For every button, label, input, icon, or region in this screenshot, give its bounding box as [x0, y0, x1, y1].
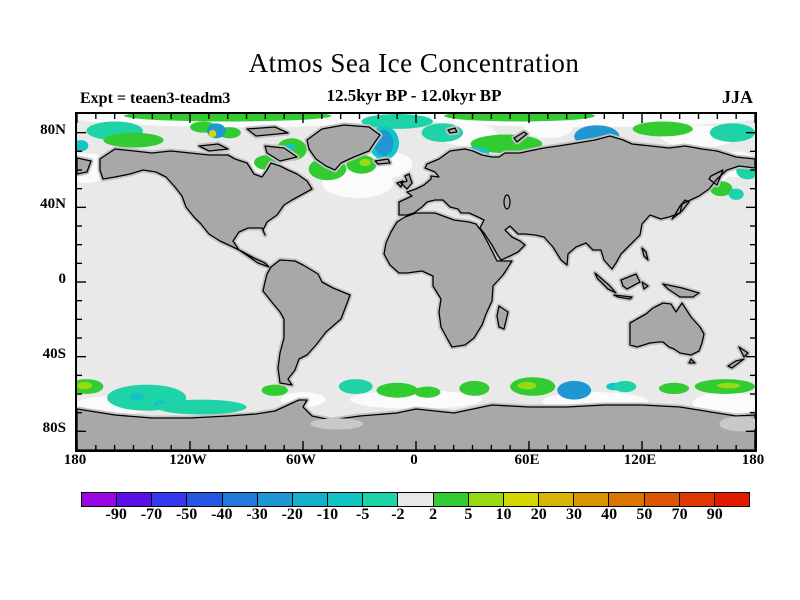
- colorbar-segment: [608, 492, 645, 507]
- anomaly-region: [517, 381, 537, 390]
- colorbar-segment: [151, 492, 188, 507]
- anomaly-region: [728, 188, 744, 200]
- anomaly-region: [557, 380, 592, 400]
- experiment-label: Expt = teaen3-teadm3: [80, 90, 231, 107]
- zero-change-ice-region: [692, 392, 755, 415]
- anomaly-region: [261, 384, 288, 396]
- colorbar-segment: [573, 492, 610, 507]
- anomaly-layer: [77, 114, 755, 415]
- colorbar-segment: [81, 492, 118, 507]
- colorbar-segment: [327, 492, 364, 507]
- colorbar-level-label: -40: [211, 506, 233, 523]
- lon-label: 120E: [623, 452, 657, 468]
- colorbar-segment: [397, 492, 434, 507]
- anomaly-region: [444, 114, 595, 122]
- anomaly-region: [103, 132, 164, 148]
- colorbar-segment: [116, 492, 153, 507]
- colorbar-level-label: -5: [356, 506, 370, 523]
- anomaly-region: [459, 380, 490, 396]
- colorbar-level-label: -20: [281, 506, 303, 523]
- lon-label: 0: [410, 452, 418, 468]
- colorbar-level-label: -70: [140, 506, 163, 523]
- anomaly-region: [77, 140, 89, 152]
- anomaly-region: [376, 382, 418, 398]
- colorbar-level-label: -10: [316, 506, 339, 523]
- lat-label: 40S: [42, 345, 66, 362]
- colorbar-segment: [467, 492, 504, 507]
- colorbar-level-label: 90: [706, 506, 723, 523]
- anomaly-region: [414, 386, 441, 398]
- page-title: Atmos Sea Ice Concentration: [248, 48, 580, 78]
- lat-label: 80N: [40, 121, 66, 138]
- season-label: JJA: [722, 87, 753, 107]
- anomaly-region: [632, 121, 693, 137]
- colorbar-segment: [291, 492, 329, 507]
- colorbar-segment: [432, 492, 469, 507]
- colorbar-level-label: 5: [464, 506, 473, 523]
- anomaly-region: [208, 129, 217, 138]
- colorbar-level-label: -30: [246, 506, 268, 523]
- colorbar-segment: [186, 492, 223, 507]
- axis-ticks: [77, 114, 755, 450]
- colorbar-segment: [678, 492, 715, 507]
- lon-label: 180: [63, 452, 87, 468]
- caspian-sea: [503, 194, 511, 210]
- colorbar: [81, 492, 750, 507]
- anomaly-region: [361, 114, 433, 129]
- lon-label: 120W: [169, 452, 207, 468]
- anomaly-region: [658, 382, 690, 394]
- lat-label: 40N: [40, 196, 66, 213]
- period-subtitle: 12.5kyr BP - 12.0kyr BP: [326, 86, 502, 105]
- anomaly-region: [359, 158, 371, 167]
- colorbar-segment: [256, 492, 293, 507]
- colorbar-level-label: -50: [175, 506, 198, 523]
- anomaly-region: [338, 379, 373, 394]
- colorbar-level-label: 50: [636, 506, 653, 523]
- colorbar-level-label: 20: [530, 506, 547, 523]
- anomaly-region: [129, 393, 145, 401]
- colorbar-level-label: 70: [671, 506, 688, 523]
- colorbar-level-label: -2: [391, 506, 405, 523]
- anomaly-region: [717, 382, 740, 389]
- anomaly-region: [709, 123, 755, 142]
- world-map-frame: [75, 112, 757, 452]
- anomaly-region: [156, 399, 247, 415]
- ice-shelf-region: [719, 416, 755, 432]
- lon-label: 180: [741, 452, 765, 468]
- anomaly-region: [613, 380, 637, 393]
- lon-label: 60W: [286, 452, 316, 468]
- colorbar-segment: [713, 492, 750, 507]
- world-map: [77, 114, 755, 450]
- lat-label: 0: [58, 271, 67, 287]
- colorbar-segment: [538, 492, 575, 507]
- colorbar-segment: [643, 492, 680, 507]
- colorbar-segment: [221, 492, 258, 507]
- colorbar-level-label: 30: [565, 506, 582, 523]
- lon-label: 60E: [514, 452, 540, 468]
- anomaly-region: [77, 381, 93, 390]
- ice-shelf-layer: [310, 416, 755, 432]
- colorbar-level-label: -90: [105, 506, 127, 523]
- ice-shelf-region: [310, 418, 364, 430]
- colorbar-segment: [362, 492, 399, 507]
- colorbar-level-label: 10: [495, 506, 512, 523]
- zero-change-ice-region: [523, 119, 573, 139]
- colorbar-segment: [502, 492, 540, 507]
- colorbar-level-label: 40: [601, 506, 618, 523]
- colorbar-level-label: 2: [429, 506, 438, 523]
- lat-label: 80S: [42, 420, 66, 437]
